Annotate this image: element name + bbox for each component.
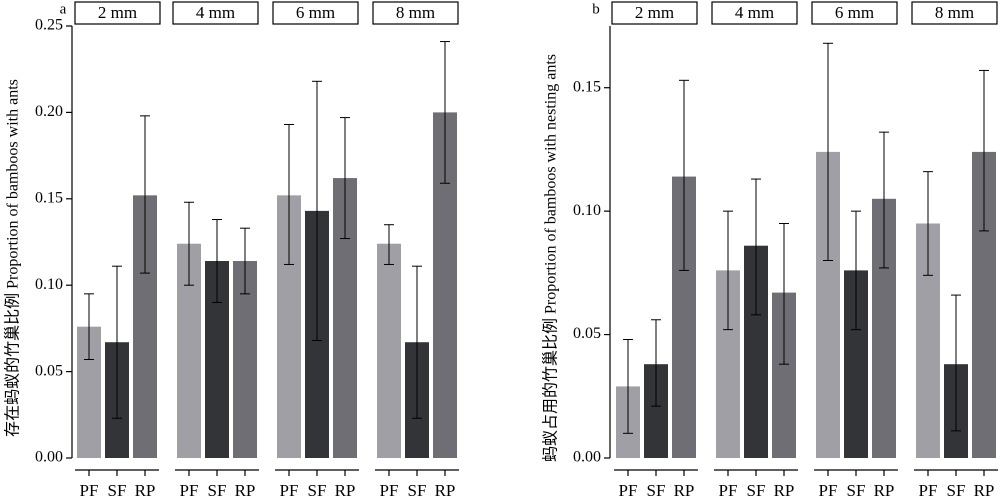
x-tick-label: SF: [847, 481, 866, 500]
y-tick-label: 0.05: [35, 362, 63, 379]
y-tick-label: 0.10: [573, 202, 601, 219]
x-tick-label: RP: [774, 481, 795, 500]
x-tick-label: RP: [974, 481, 995, 500]
facet-strip-label: 8 mm: [935, 3, 974, 22]
y-axis-title: 存在蚂蚁的竹巢比例 Proportion of bamboos with ant…: [4, 79, 22, 437]
facet-strip-label: 2 mm: [635, 3, 674, 22]
facet-strip: [372, 1, 459, 25]
x-tick-label: SF: [647, 481, 666, 500]
y-tick-label: 0.25: [35, 17, 63, 34]
facet-strip: [172, 1, 259, 25]
x-tick-label: SF: [408, 481, 427, 500]
x-tick-label: SF: [947, 481, 966, 500]
panel-letter: a: [60, 1, 67, 17]
x-tick-label: SF: [208, 481, 227, 500]
bar: [377, 243, 401, 458]
x-tick-label: PF: [619, 481, 638, 500]
facet-strip: [611, 1, 698, 25]
y-tick-label: 0.20: [35, 103, 63, 120]
x-tick-label: RP: [135, 481, 156, 500]
facet-strip: [74, 1, 161, 25]
x-tick-label: PF: [380, 481, 399, 500]
facet-strip-label: 6 mm: [835, 3, 874, 22]
facet-strip: [911, 1, 998, 25]
facet-strip: [272, 1, 359, 25]
x-tick-label: SF: [308, 481, 327, 500]
y-tick-label: 0.15: [35, 189, 63, 206]
y-tick-label: 0.00: [35, 449, 63, 466]
y-axis-title: 蚂蚁占用的竹巢比例 Proportion of bamboos with nes…: [542, 54, 560, 462]
x-tick-label: PF: [919, 481, 938, 500]
x-tick-label: RP: [874, 481, 895, 500]
facet-strip: [711, 1, 798, 25]
facet-strip: [811, 1, 898, 25]
x-tick-label: PF: [180, 481, 199, 500]
x-tick-label: SF: [747, 481, 766, 500]
x-tick-label: RP: [435, 481, 456, 500]
x-tick-label: RP: [335, 481, 356, 500]
facet-strip-label: 2 mm: [98, 3, 137, 22]
y-tick-label: 0.15: [573, 78, 601, 95]
x-tick-label: PF: [80, 481, 99, 500]
facet-strip-label: 6 mm: [296, 3, 335, 22]
x-tick-label: RP: [674, 481, 695, 500]
x-tick-label: RP: [235, 481, 256, 500]
y-tick-label: 0.05: [573, 325, 601, 342]
panel-letter: b: [592, 1, 600, 17]
facet-strip-label: 8 mm: [396, 3, 435, 22]
x-tick-label: PF: [819, 481, 838, 500]
x-tick-label: PF: [280, 481, 299, 500]
facet-strip-label: 4 mm: [735, 3, 774, 22]
x-tick-label: PF: [719, 481, 738, 500]
facet-strip-label: 4 mm: [196, 3, 235, 22]
x-tick-label: SF: [108, 481, 127, 500]
y-tick-label: 0.00: [573, 449, 601, 466]
y-tick-label: 0.10: [35, 276, 63, 293]
